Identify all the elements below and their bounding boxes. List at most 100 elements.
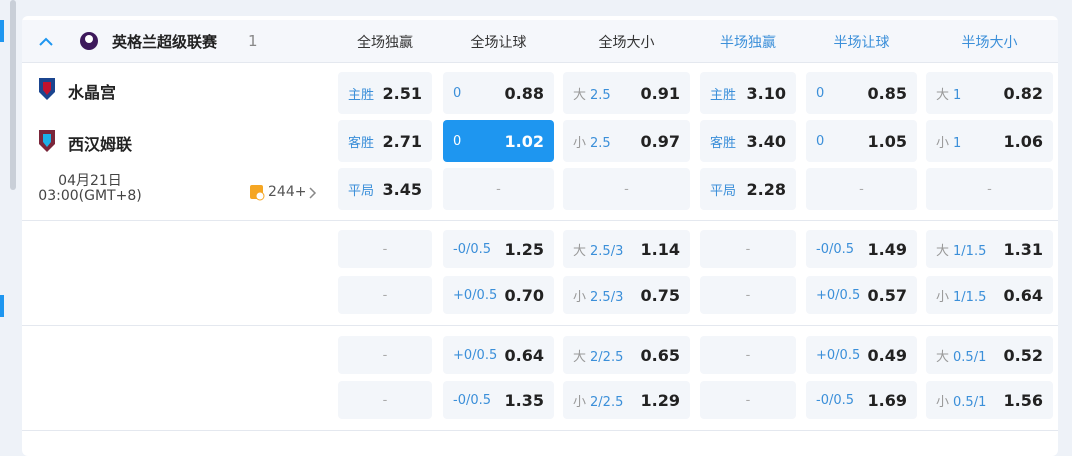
odds-cell[interactable]: 平局 3.45 <box>338 168 432 210</box>
odds-label: -0/0.5 <box>453 392 492 408</box>
odds-label: +0/0.5 <box>453 347 498 363</box>
odds-label: 1 <box>953 135 962 151</box>
odds-cell[interactable]: 主胜 3.10 <box>700 72 796 114</box>
odds-cell[interactable]: +0/0.5 0.49 <box>806 336 917 374</box>
odds-value: 1.06 <box>1003 131 1043 151</box>
odds-label: -0/0.5 <box>453 241 492 257</box>
odds-cell[interactable]: 客胜 3.40 <box>700 120 796 162</box>
odds-line: 平局 <box>348 180 374 199</box>
odds-value: 2.51 <box>382 83 422 103</box>
odds-label: 2.5/3 <box>590 243 624 259</box>
odds-value: 0.64 <box>504 345 544 365</box>
odds-cell[interactable]: 0 0.88 <box>443 72 554 114</box>
odds-cell[interactable]: +0/0.5 0.64 <box>443 336 554 374</box>
column-header: 全场大小 <box>598 35 655 51</box>
match-date: 04月21日 <box>58 173 122 189</box>
odds-side: 大 <box>936 349 950 365</box>
divider <box>22 430 1058 431</box>
odds-cell[interactable]: 小 2/2.5 1.29 <box>563 381 690 419</box>
odds-line: 0 <box>816 134 824 149</box>
odds-cell[interactable]: -0/0.5 1.49 <box>806 230 917 268</box>
odds-side: 大 <box>936 243 950 259</box>
odds-cell[interactable]: -0/0.5 1.35 <box>443 381 554 419</box>
odds-value: 3.40 <box>746 131 786 151</box>
odds-cell[interactable]: 小 2.5/3 0.75 <box>563 276 690 314</box>
odds-cell[interactable]: 大 2/2.5 0.65 <box>563 336 690 374</box>
odds-line: 小 2/2.5 <box>573 391 623 410</box>
odds-cell[interactable]: 大 0.5/1 0.52 <box>926 336 1053 374</box>
odds-value: 1.69 <box>867 390 907 410</box>
odds-side: 小 <box>573 135 587 151</box>
home-team: 水晶宫 <box>68 83 117 102</box>
odds-side: 大 <box>573 349 587 365</box>
odds-cell[interactable]: 大 1 0.82 <box>926 72 1053 114</box>
odds-cell[interactable]: 大 2.5/3 1.14 <box>563 230 690 268</box>
odds-label: 2.5 <box>590 135 611 151</box>
odds-line: +0/0.5 <box>816 288 860 303</box>
league-header <box>22 20 1058 63</box>
odds-label: 平局 <box>348 183 375 199</box>
odds-cell[interactable]: 小 0.5/1 1.56 <box>926 381 1053 419</box>
odds-cell[interactable]: 小 1 1.06 <box>926 120 1053 162</box>
odds-side: 大 <box>573 243 587 259</box>
column-header: 半场让球 <box>833 35 890 51</box>
odds-line: +0/0.5 <box>453 348 497 363</box>
odds-cell[interactable]: +0/0.5 0.70 <box>443 276 554 314</box>
odds-cell[interactable]: -0/0.5 1.25 <box>443 230 554 268</box>
odds-cell[interactable]: 0 1.05 <box>806 120 917 162</box>
odds-side: 小 <box>573 289 587 305</box>
odds-label: 客胜 <box>710 135 737 151</box>
more-markets[interactable]: 244+ <box>268 184 307 200</box>
scrollbar[interactable] <box>10 0 16 190</box>
odds-line: 小 2.5/3 <box>573 286 623 305</box>
odds-cell[interactable]: 客胜 2.71 <box>338 120 432 162</box>
odds-value: 0.91 <box>640 83 680 103</box>
odds-line: +0/0.5 <box>816 348 860 363</box>
odds-line: 大 2.5/3 <box>573 240 623 259</box>
odds-cell[interactable]: 小 1/1.5 0.64 <box>926 276 1053 314</box>
odds-value: 1.49 <box>867 239 907 259</box>
column-header: 半场大小 <box>961 35 1018 51</box>
odds-line: 平局 <box>710 180 736 199</box>
odds-line: 大 2.5 <box>573 84 611 103</box>
odds-label: 1 <box>953 87 962 103</box>
odds-label: -0/0.5 <box>816 241 855 257</box>
odds-cell[interactable]: 大 1/1.5 1.31 <box>926 230 1053 268</box>
odds-cell[interactable]: -0/0.5 1.69 <box>806 381 917 419</box>
collapse-icon[interactable] <box>36 32 56 52</box>
odds-line: 小 2.5 <box>573 132 611 151</box>
match-time: 03:00(GMT+8) <box>38 188 142 204</box>
odds-cell[interactable]: 主胜 2.51 <box>338 72 432 114</box>
odds-label: 主胜 <box>710 87 737 103</box>
odds-cell[interactable]: 0 1.02 <box>443 120 554 162</box>
odds-cell[interactable]: 平局 2.28 <box>700 168 796 210</box>
odds-label: 主胜 <box>348 87 375 103</box>
odds-label: 2/2.5 <box>590 349 624 365</box>
odds-line: -0/0.5 <box>453 393 491 408</box>
odds-value: 1.56 <box>1003 390 1043 410</box>
league-logo <box>80 32 98 50</box>
odds-side: 小 <box>936 289 950 305</box>
odds-cell[interactable]: 小 2.5 0.97 <box>563 120 690 162</box>
column-header: 半场独赢 <box>720 35 776 51</box>
odds-value: 1.25 <box>504 239 544 259</box>
odds-label: 1/1.5 <box>953 243 987 259</box>
odds-side: 小 <box>936 135 950 151</box>
odds-value: 0.88 <box>504 83 544 103</box>
odds-label: 1/1.5 <box>953 289 987 305</box>
odds-empty: - <box>700 381 796 419</box>
odds-empty: - <box>806 168 917 210</box>
odds-value: 3.10 <box>746 83 786 103</box>
odds-empty: - <box>700 336 796 374</box>
column-header: 全场让球 <box>470 35 527 51</box>
odds-line: 主胜 <box>348 84 374 103</box>
odds-line: 大 1/1.5 <box>936 240 986 259</box>
odds-label: 2/2.5 <box>590 394 624 410</box>
odds-empty: - <box>700 230 796 268</box>
league-count: 1 <box>248 32 258 50</box>
odds-cell[interactable]: 大 2.5 0.91 <box>563 72 690 114</box>
odds-cell[interactable]: 0 0.85 <box>806 72 917 114</box>
odds-cell[interactable]: +0/0.5 0.57 <box>806 276 917 314</box>
